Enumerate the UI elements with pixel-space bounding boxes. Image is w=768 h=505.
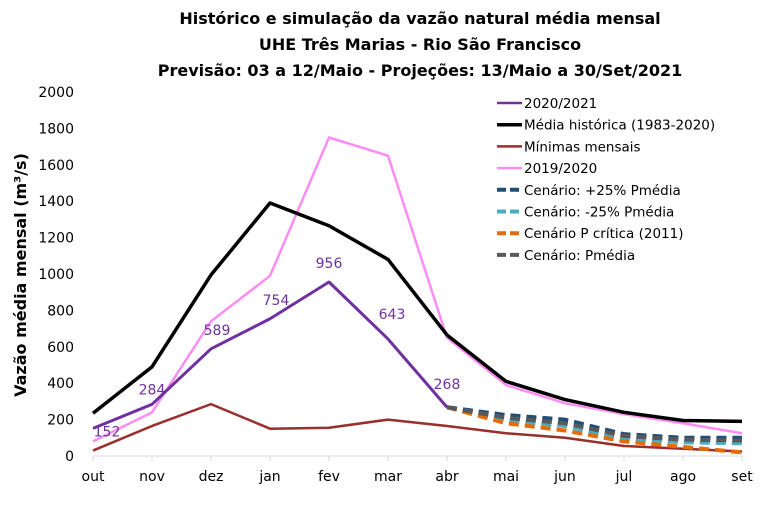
data-label: 643	[379, 307, 406, 323]
chart-title-line-3: Previsão: 03 a 12/Maio - Projeções: 13/M…	[158, 61, 682, 80]
x-tick-label: set	[731, 469, 753, 485]
y-tick-label: 600	[47, 340, 74, 356]
legend-entry-6: Cenário P crítica (2011)	[524, 226, 684, 242]
y-tick-label: 1800	[38, 121, 74, 137]
y-tick-label: 1000	[38, 267, 74, 283]
chart-title-line-2: UHE Três Marias - Rio São Francisco	[259, 35, 581, 54]
series-line-7	[446, 405, 743, 443]
x-tick-label: dez	[199, 469, 224, 485]
legend-entry-3: 2019/2020	[524, 161, 597, 177]
y-tick-label: 400	[47, 376, 74, 392]
x-tick-label: jun	[553, 469, 576, 485]
x-tick-label: jan	[258, 469, 280, 485]
x-tick-label: fev	[318, 469, 340, 485]
series-line-5	[446, 405, 743, 446]
legend-entry-1: Média histórica (1983-2020)	[524, 118, 715, 134]
legend-entry-5: Cenário: -25% Pmédia	[524, 205, 674, 221]
legend-entry-2: Mínimas mensais	[524, 139, 641, 155]
series-line-1	[91, 201, 743, 424]
y-tick-label: 1400	[38, 194, 74, 210]
chart-title-line-1: Histórico e simulação da vazão natural m…	[179, 9, 660, 28]
data-label: 284	[139, 382, 166, 398]
y-tick-label: 2000	[38, 85, 74, 101]
legend-entry-4: Cenário: +25% Pmédia	[524, 183, 681, 199]
x-tick-label: out	[82, 469, 105, 485]
x-tick-label: mai	[493, 469, 519, 485]
y-tick-label: 1600	[38, 158, 74, 174]
y-tick-label: 1200	[38, 231, 74, 247]
series-line-3	[92, 136, 743, 443]
x-tick-label: ago	[670, 469, 696, 485]
x-tick-label: nov	[139, 469, 165, 485]
y-tick-label: 800	[47, 303, 74, 319]
data-label: 268	[434, 377, 461, 393]
x-tick-label: mar	[374, 469, 402, 485]
data-label: 754	[263, 293, 290, 309]
legend-entry-7: Cenário: Pmédia	[524, 248, 635, 264]
series-line-6	[446, 405, 743, 455]
series-line-0	[92, 280, 449, 430]
legend-entry-0: 2020/2021	[524, 96, 597, 112]
x-tick-label: abr	[435, 469, 458, 485]
data-label: 152	[94, 424, 121, 440]
series-line-2	[92, 402, 743, 453]
y-tick-label: 0	[65, 449, 74, 465]
y-axis-label: Vazão média mensal (m³/s)	[11, 153, 30, 397]
y-tick-label: 200	[47, 413, 74, 429]
x-tick-label: jul	[615, 469, 633, 485]
data-label: 589	[204, 323, 231, 339]
data-label: 956	[316, 256, 343, 272]
